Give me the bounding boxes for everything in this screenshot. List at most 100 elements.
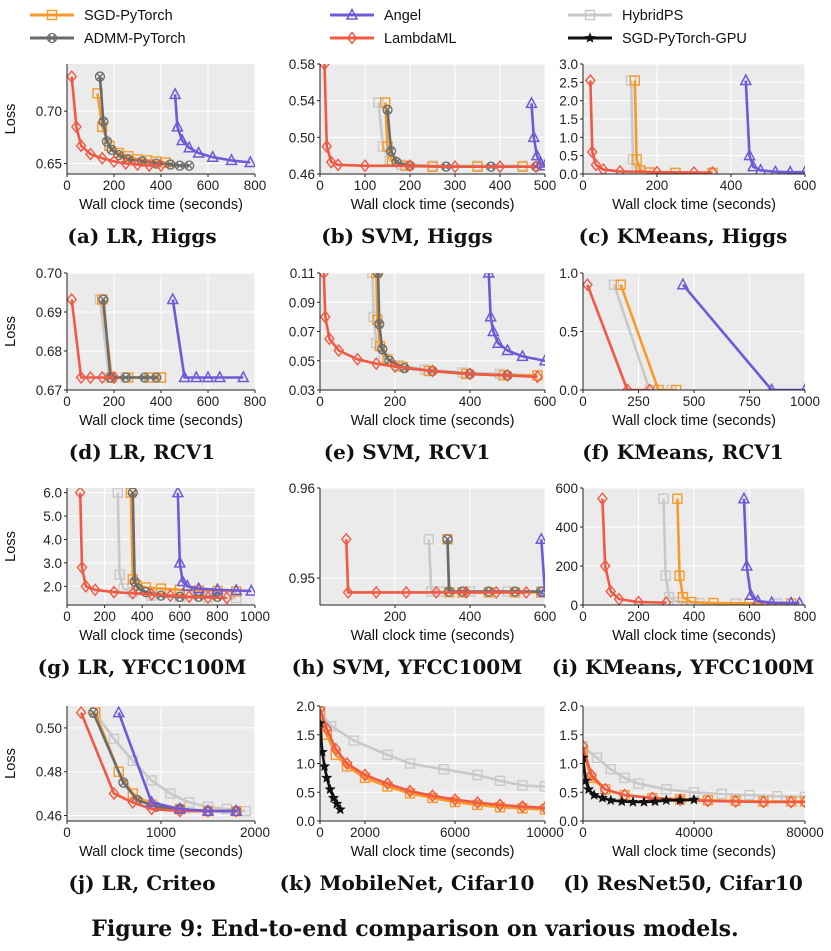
series-line-angel [530,103,545,167]
data-point-angel [487,324,500,337]
legend-item-angel: Angel [330,7,421,24]
data-point-sgd [629,75,640,86]
y-tick-label: 0.11 [290,266,315,281]
data-point-lambda [539,801,545,815]
data-point-lambda [342,585,354,600]
data-point-lambda [389,359,401,374]
x-tick-label: 200 [93,609,116,624]
data-point-sgd [427,792,438,804]
data-point-hybrid [744,789,755,801]
data-point-sgd [404,788,416,799]
x-tick-label: 0 [579,825,587,840]
x-tick-label: 0 [316,178,324,193]
data-point-lambda [707,165,718,174]
data-point-gpu [327,792,340,803]
x-tick-label: 1000 [146,825,176,840]
chart-title: (l) ResNet50, Cifar10 [563,871,803,895]
data-point-gpu [638,796,650,807]
y-tick-label: 1.0 [559,757,578,772]
data-point-angel [746,159,760,172]
x-tick-label: 0 [63,609,71,624]
x-tick-label: 800 [244,178,267,193]
data-point-angel [192,145,205,158]
plot-area [320,64,545,174]
data-point-lambda [427,789,438,803]
data-point-lambda [460,585,472,600]
data-point-lambda [320,310,331,324]
data-point-sgd [631,154,642,165]
chart-title: (a) LR, Higgs [67,224,216,248]
y-tick-label: 2.0 [559,94,578,109]
series-line-lambda [589,80,713,174]
data-point-hybrid [183,797,195,808]
y-tick-label: 0.0 [559,167,578,182]
data-point-lambda [614,164,626,174]
data-point-gpu [588,789,600,800]
data-point-gpu [320,717,326,728]
data-point-angel [484,309,497,322]
data-point-hybrid [661,784,672,795]
data-point-lambda [67,69,78,84]
y-tick-label: 2.0 [296,699,315,714]
x-tick-label: 600 [534,609,557,624]
data-point-lambda [221,591,233,605]
data-point-hybrid [658,493,669,504]
legend-marker-lambda [346,31,358,45]
data-point-hybrid [608,279,620,290]
data-point-gpu [334,803,346,815]
x-tick-label: 200 [627,609,650,624]
y-tick-label: 0.46 [289,167,315,182]
y-tick-label: 0.65 [36,157,62,172]
data-point-angel [244,583,255,596]
data-point-lambda [494,798,506,812]
data-point-hybrid [373,97,384,108]
data-point-lambda [597,492,608,506]
series-group [320,273,545,384]
data-point-sgd [539,804,545,815]
data-point-admm [94,71,106,82]
data-point-angel [211,582,224,595]
data-point-angel [201,370,215,383]
data-point-angel [737,491,751,504]
data-point-lambda [532,370,543,384]
data-point-angel [482,273,495,278]
data-point-lambda [660,596,672,605]
data-point-lambda [520,585,532,600]
data-point-gpu [320,746,328,757]
y-tick-label: 0.0 [559,383,578,398]
data-point-admm [151,372,162,383]
series-group [583,277,805,390]
x-tick-label: 500 [534,178,557,193]
data-point-lambda [644,383,656,390]
data-point-lambda [494,160,506,174]
x-tick-label: 200 [384,609,407,624]
series-line-lambda [323,64,536,168]
x-tick-label: 6000 [440,825,470,840]
data-point-lambda [621,383,633,390]
data-point-lambda [325,155,337,169]
data-point-angel [181,579,194,592]
data-point-lambda [108,585,120,599]
y-tick-label: 600 [555,481,578,496]
data-point-lambda [96,370,108,385]
x-tick-label: 2000 [240,825,270,840]
series-group [67,69,255,173]
legend-label-hybrid: HybridPS [622,8,683,24]
series-line-lambda [320,708,545,810]
data-point-lambda [230,804,242,818]
x-tick-label: 400 [459,609,482,624]
y-tick-label: 1.0 [296,757,315,772]
data-point-sgd [113,766,124,777]
data-point-hybrid [114,569,125,580]
data-point-angel [676,277,690,290]
data-point-hybrid [438,764,449,775]
x-tick-label: 100 [354,178,377,193]
data-point-admm [98,116,109,127]
y-tick-label: 4.0 [43,532,62,547]
y-tick-label: 0.48 [36,765,62,780]
data-point-gpu [324,783,336,795]
figure-caption: Figure 9: End-to-end comparison on vario… [91,916,738,942]
y-tick-label: 1.0 [559,130,578,145]
data-point-angel [527,130,540,143]
